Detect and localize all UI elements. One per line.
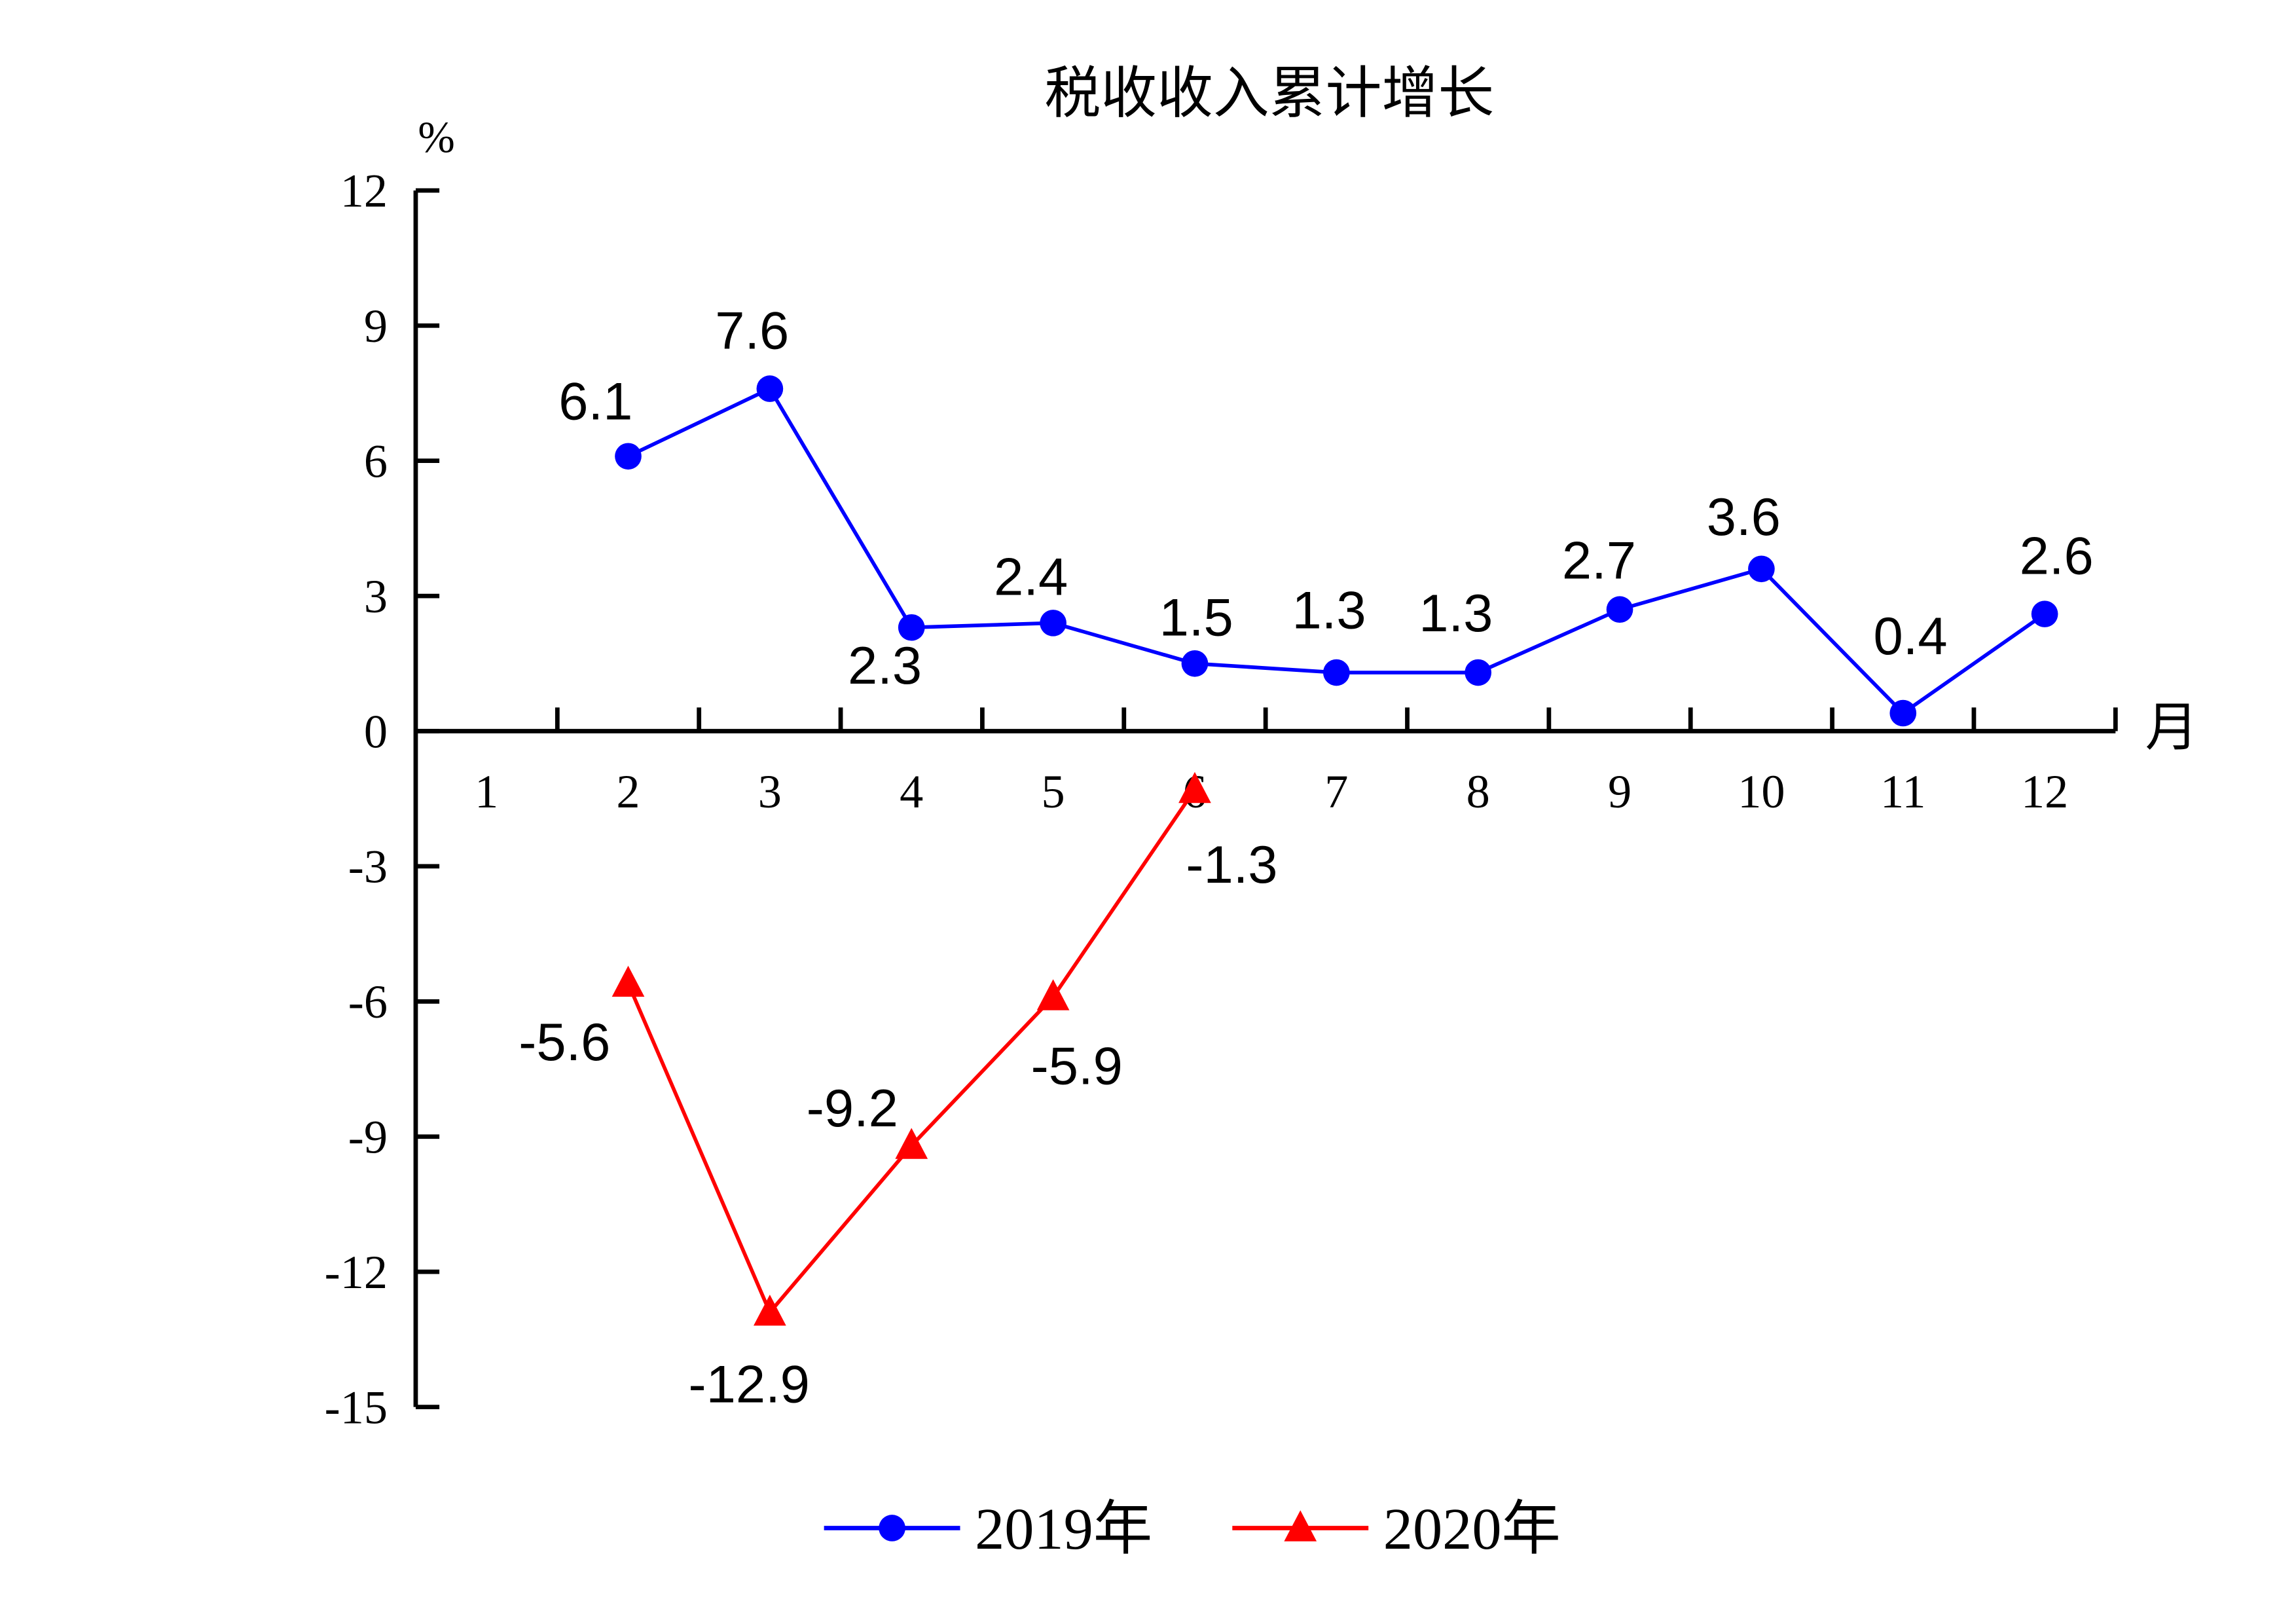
data-point	[1178, 771, 1211, 803]
chart-title: 税收收入累计增长	[1044, 62, 1494, 124]
x-axis-unit: 月	[2145, 699, 2198, 758]
data-point	[1748, 555, 1775, 583]
legend-label: 2020年	[1383, 1496, 1561, 1562]
data-label: -12.9	[689, 1355, 810, 1414]
y-tick-label: 3	[364, 570, 388, 623]
x-tick-label: 8	[1467, 766, 1490, 818]
x-tick-label: 9	[1608, 766, 1631, 818]
data-label: 3.6	[1707, 487, 1781, 547]
legend: 2019年 2020年	[824, 1496, 1561, 1562]
data-point	[898, 614, 925, 641]
data-label: 2.3	[848, 636, 922, 695]
data-point	[1606, 596, 1633, 623]
data-point	[615, 443, 642, 470]
y-tick-label: 12	[340, 165, 388, 217]
legend-label: 2019年	[975, 1496, 1152, 1562]
data-label: 0.4	[1874, 606, 1948, 666]
y-tick-label: -9	[348, 1111, 388, 1164]
legend-marker	[879, 1515, 905, 1541]
data-point	[895, 1128, 928, 1159]
data-label: 1.3	[1419, 583, 1493, 643]
data-point	[754, 1295, 786, 1326]
data-point	[1465, 659, 1492, 686]
data-label: 7.6	[715, 301, 789, 361]
data-label: -1.3	[1186, 835, 1277, 895]
x-tick-label: 2	[616, 766, 640, 818]
data-label: 1.3	[1292, 581, 1366, 640]
y-tick-label: 0	[364, 705, 388, 758]
data-point	[1322, 659, 1350, 686]
series-layer: 6.1 7.6 2.3 2.4 1.5 1.3 1.3 2.7 3.6 0.4 2.6 -5.6 -12…	[519, 301, 2094, 1414]
data-label: 1.5	[1159, 588, 1233, 648]
x-tick-label: 3	[758, 766, 782, 818]
data-point	[611, 965, 645, 997]
y-tick-label: -12	[325, 1246, 388, 1299]
legend-marker	[1284, 1510, 1317, 1541]
x-tick-label: 5	[1042, 766, 1065, 818]
data-point	[1889, 699, 1917, 727]
data-point	[756, 375, 784, 402]
y-tick-label: 6	[364, 435, 388, 488]
y-tick-label: -6	[348, 976, 388, 1028]
data-label: 2.7	[1562, 530, 1636, 590]
y-tick-label: 9	[364, 300, 388, 352]
data-label: 2.4	[994, 547, 1068, 607]
data-label: 2.6	[2020, 526, 2094, 586]
data-point	[1036, 979, 1070, 1010]
x-tick-label: 12	[2021, 766, 2068, 818]
y-tick-label: -3	[348, 841, 388, 893]
x-tick-label: 4	[900, 766, 923, 818]
data-point	[1181, 650, 1209, 677]
data-label: -9.2	[807, 1079, 898, 1138]
y-tick-label: -15	[325, 1381, 388, 1433]
x-tick-label: 11	[1880, 766, 1926, 818]
x-tick-label: 1	[475, 766, 498, 818]
x-tick-label: 10	[1738, 766, 1785, 818]
y-axis-unit: %	[418, 113, 454, 162]
data-label: -5.9	[1031, 1037, 1123, 1096]
x-tick-label: 7	[1324, 766, 1348, 818]
data-label: -5.6	[519, 1012, 610, 1072]
data-label: 6.1	[558, 372, 632, 432]
data-point	[1040, 610, 1066, 637]
data-point	[2031, 600, 2058, 627]
